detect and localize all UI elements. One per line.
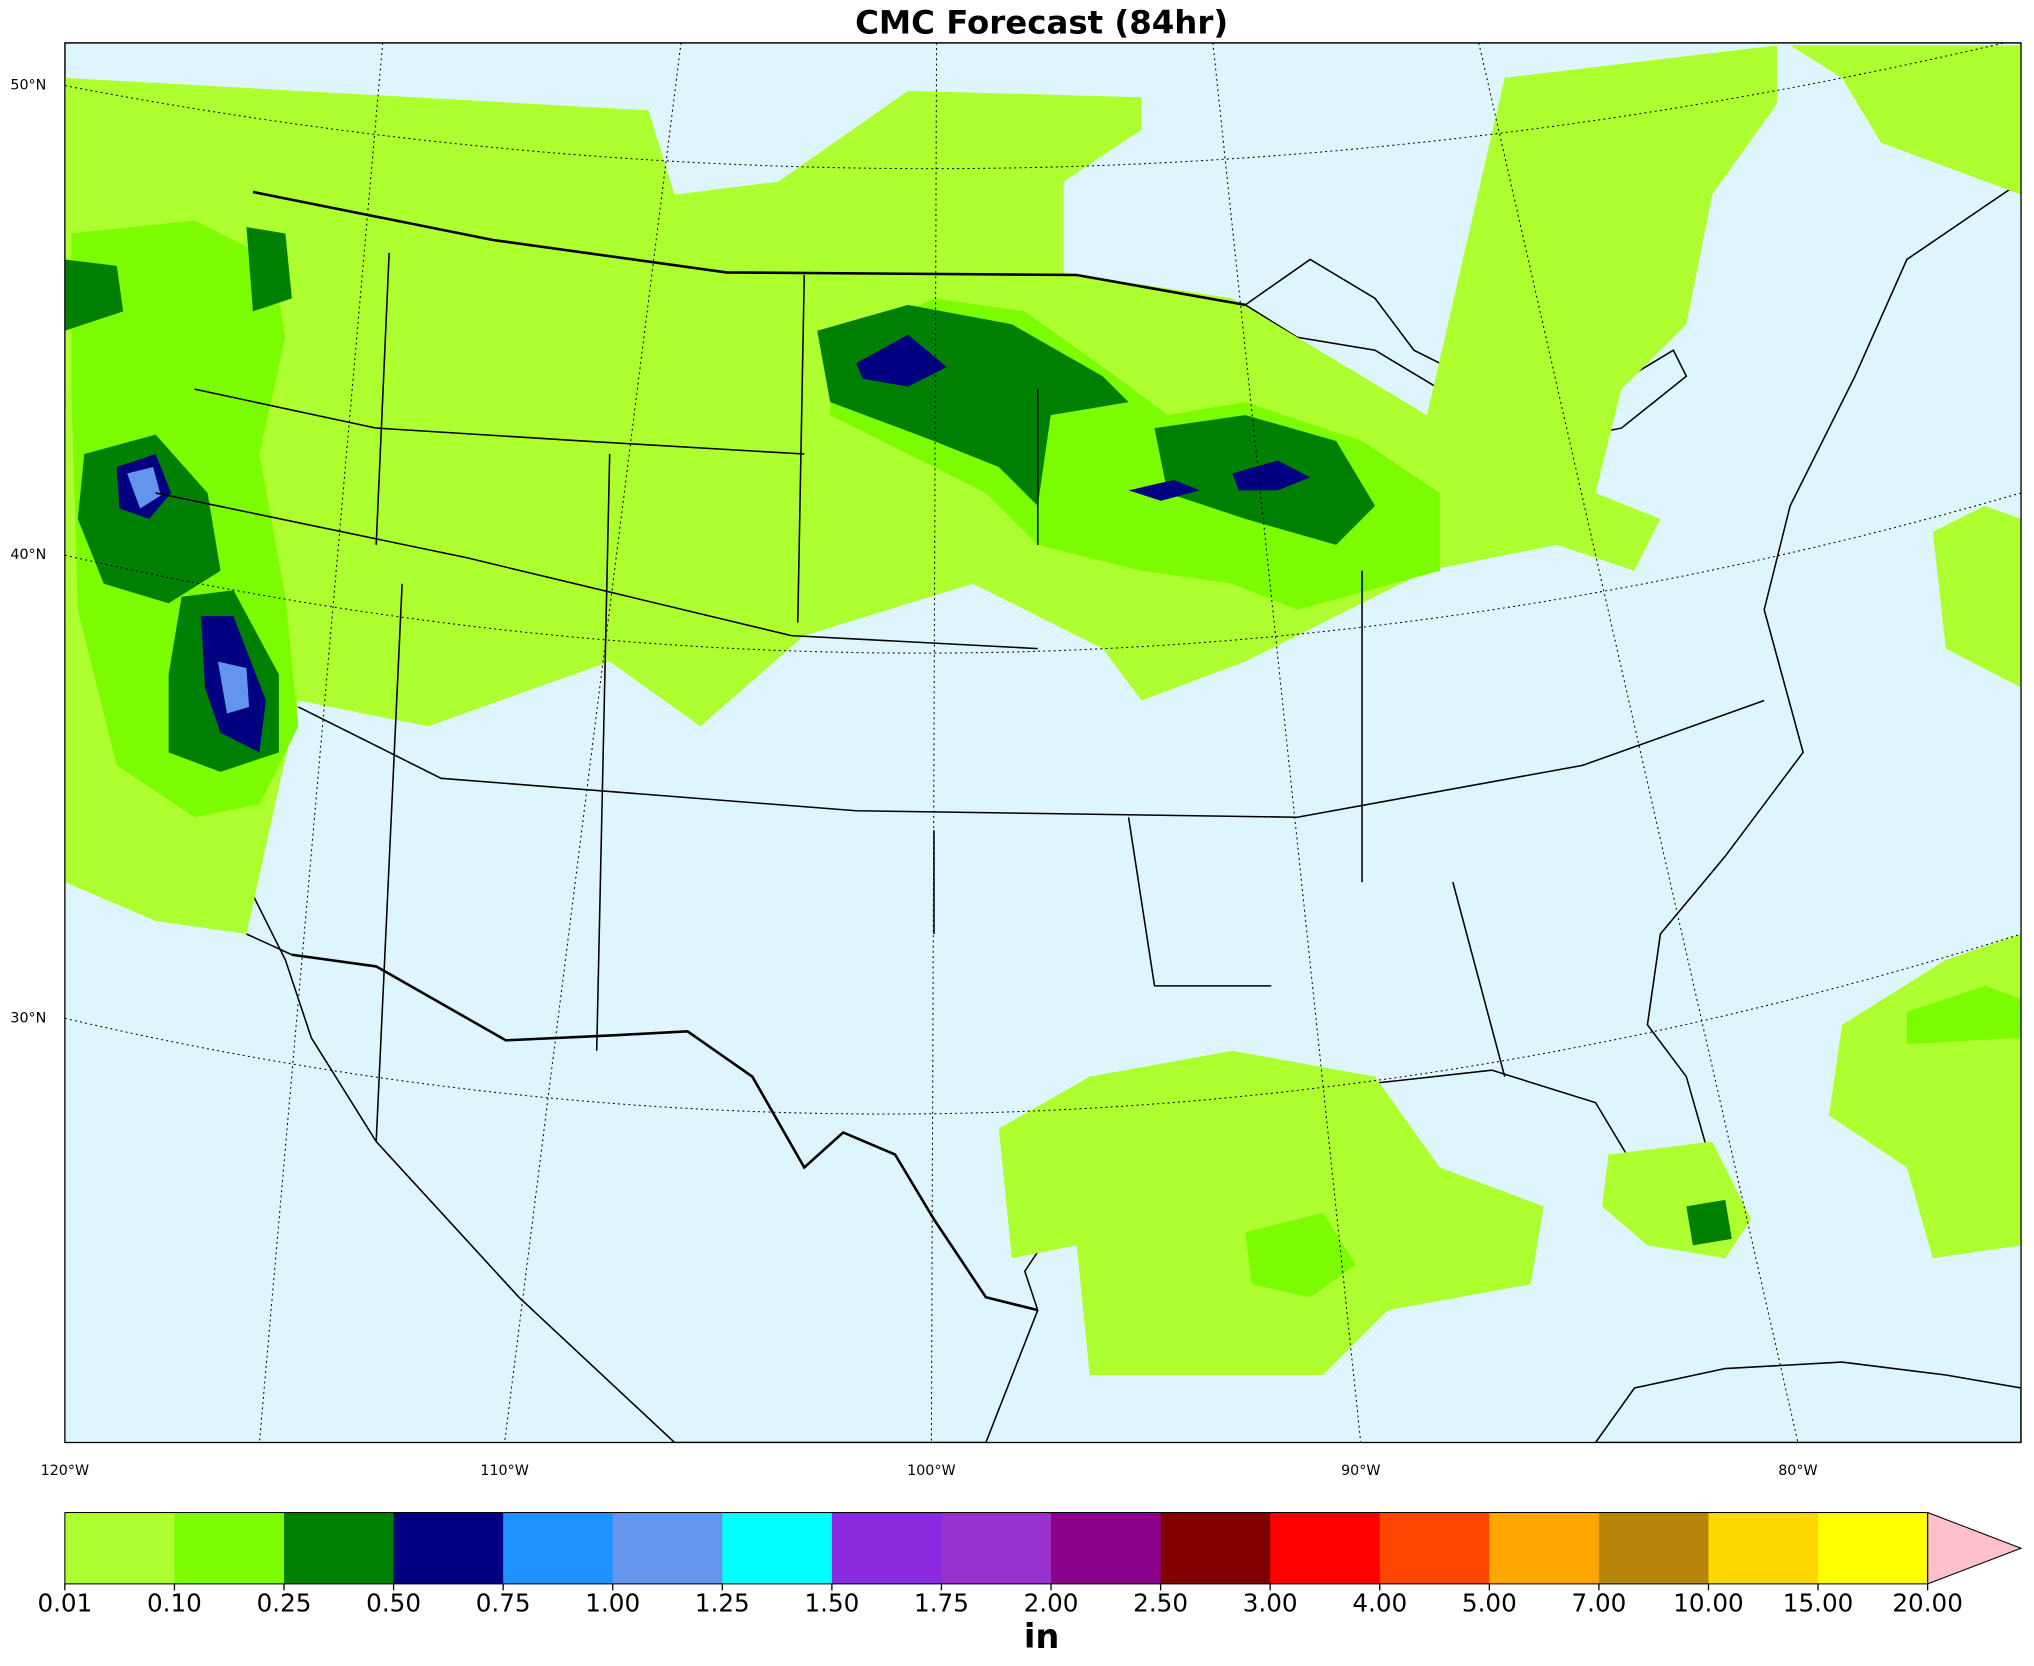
colorbar-tick-label: 4.00 [1352, 1589, 1407, 1618]
lat-label: 30°N [10, 1010, 46, 1026]
precip-area [1128, 479, 1200, 501]
colorbar-tick-label: 0.25 [257, 1589, 312, 1618]
national-border [252, 190, 1246, 307]
colorbar-segment [1270, 1512, 1381, 1584]
colorbar-segment [1818, 1512, 1929, 1584]
lon-label: 80°W [1778, 1463, 1817, 1479]
graticule [64, 42, 2022, 1443]
colorbar-tick-label: 0.75 [476, 1589, 531, 1618]
colorbar-segment [722, 1512, 833, 1584]
precip-area [1245, 1212, 1356, 1298]
colorbar-segment [1160, 1512, 1271, 1584]
colorbar-segment [393, 1512, 504, 1584]
colorbar-tick-label: 2.50 [1133, 1589, 1188, 1618]
map-title: CMC Forecast (84hr) [855, 4, 1228, 42]
colorbar-segment [284, 1512, 394, 1584]
colorbar-segment [831, 1512, 942, 1584]
precip-area [246, 227, 292, 312]
colorbar-segment [941, 1512, 1052, 1584]
precip-area [1232, 460, 1311, 491]
precip-area [77, 434, 221, 604]
lat-label: 40°N [10, 547, 46, 563]
precip-area [1790, 45, 2022, 195]
colorbar-tick-label: 10.00 [1673, 1589, 1744, 1618]
colorbar-tick-label: 0.01 [37, 1589, 92, 1618]
colorbar-tick-label: 1.00 [585, 1589, 640, 1618]
colorbar-tick-label: 0.50 [366, 1589, 421, 1618]
colorbar-tick-label: 20.00 [1892, 1589, 1963, 1618]
state-border [155, 252, 1765, 1142]
colorbar-tick-label: 1.25 [695, 1589, 750, 1618]
colorbar-segment [174, 1512, 285, 1584]
land [1594, 1361, 2022, 1443]
colorbar-tick-label: 5.00 [1462, 1589, 1517, 1618]
colorbar-tick-label: 7.00 [1571, 1589, 1626, 1618]
colorbar-tick-label: 3.00 [1243, 1589, 1298, 1618]
colorbar-tick-label: 15.00 [1783, 1589, 1854, 1618]
precip-area [856, 334, 947, 387]
colorbar-segment [503, 1512, 614, 1584]
precip-area [998, 1050, 1544, 1376]
precip-area [1686, 1199, 1732, 1246]
colorbar-segment [1598, 1512, 1709, 1584]
colorbar-segment [1379, 1512, 1490, 1584]
colorbar-extension [1927, 1511, 2023, 1585]
colorbar-tick-label: 2.00 [1024, 1589, 1079, 1618]
precip-area [217, 661, 250, 714]
precip-area [64, 259, 124, 331]
colorbar-tick-label: 1.75 [914, 1589, 969, 1618]
lat-label: 50°N [10, 78, 46, 94]
lon-label: 120°W [41, 1463, 89, 1479]
colorbar-segment [1051, 1512, 1161, 1584]
colorbar-label: in [1024, 1617, 1060, 1656]
precip-area [64, 45, 1778, 934]
precip-area [1906, 985, 2022, 1045]
precip-area [1932, 505, 2022, 688]
map: 50°N 40°N 30°N 120°W 110°W 100°W 90°W 80… [10, 42, 2022, 1479]
lon-label: 100°W [907, 1463, 955, 1479]
colorbar-segment [1708, 1512, 1819, 1584]
lon-label: 110°W [480, 1463, 528, 1479]
national-border [291, 953, 1039, 1312]
colorbar: 0.01 0.10 0.25 0.50 0.75 1.00 1.25 1.50 1.75 2.00… [37, 1511, 2023, 1618]
colorbar-frame [64, 1512, 1929, 1585]
colorbar-segment [1489, 1512, 1600, 1584]
colorbar-segment [64, 1512, 175, 1584]
colorbar-tick-label: 0.10 [147, 1589, 202, 1618]
colorbar-tick-label: 1.50 [804, 1589, 859, 1618]
precip-area [127, 466, 161, 509]
map-frame [64, 42, 2022, 1444]
lon-label: 90°W [1341, 1463, 1380, 1479]
colorbar-segment [612, 1512, 723, 1584]
